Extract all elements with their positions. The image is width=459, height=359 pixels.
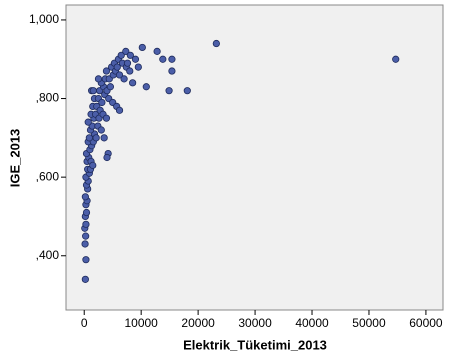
- point: [82, 256, 90, 264]
- point: [97, 126, 105, 134]
- point: [126, 67, 134, 75]
- x-tick-label: 20000: [181, 316, 215, 330]
- point: [113, 63, 121, 71]
- point: [89, 161, 97, 169]
- point: [168, 67, 176, 75]
- point: [82, 208, 91, 217]
- x-tick-label: 40000: [295, 316, 329, 330]
- point: [85, 134, 93, 142]
- y-axis-title: IGE_2013: [7, 129, 22, 188]
- point: [98, 98, 106, 107]
- point: [102, 114, 111, 122]
- point: [81, 240, 89, 248]
- point: [122, 47, 130, 55]
- y-tick-label: ,600: [36, 169, 60, 183]
- point: [212, 39, 220, 48]
- point: [123, 59, 132, 67]
- point: [82, 220, 90, 228]
- point: [159, 55, 167, 63]
- y-tick-label: ,400: [36, 248, 60, 262]
- point: [89, 87, 97, 95]
- point: [102, 67, 111, 75]
- point: [103, 153, 111, 162]
- point: [115, 71, 124, 79]
- point: [183, 87, 191, 95]
- point: [81, 193, 89, 201]
- x-tick-label: 50000: [352, 316, 386, 330]
- x-axis-title: Elektrik_Tüketimi_2013: [183, 337, 327, 352]
- point: [106, 83, 115, 91]
- point: [392, 55, 400, 63]
- x-tick-label: 0: [81, 316, 88, 330]
- point: [126, 51, 134, 59]
- y-tick-label: ,800: [36, 91, 60, 105]
- point: [168, 55, 176, 63]
- point: [115, 106, 124, 114]
- point: [142, 83, 150, 91]
- point: [117, 51, 125, 59]
- point: [81, 275, 89, 283]
- point: [82, 232, 90, 240]
- x-tick-label: 30000: [238, 316, 272, 330]
- point: [153, 47, 161, 55]
- point: [129, 79, 137, 87]
- point: [92, 134, 100, 142]
- point: [134, 63, 142, 71]
- x-tick-label: 60000: [409, 316, 443, 330]
- point: [138, 43, 146, 52]
- y-tick-label: 1,000: [29, 12, 59, 26]
- point: [165, 87, 173, 95]
- point: [84, 118, 92, 126]
- point: [120, 75, 128, 83]
- point: [94, 75, 103, 83]
- point: [131, 55, 140, 63]
- x-tick-label: 10000: [124, 316, 158, 330]
- point: [100, 134, 108, 142]
